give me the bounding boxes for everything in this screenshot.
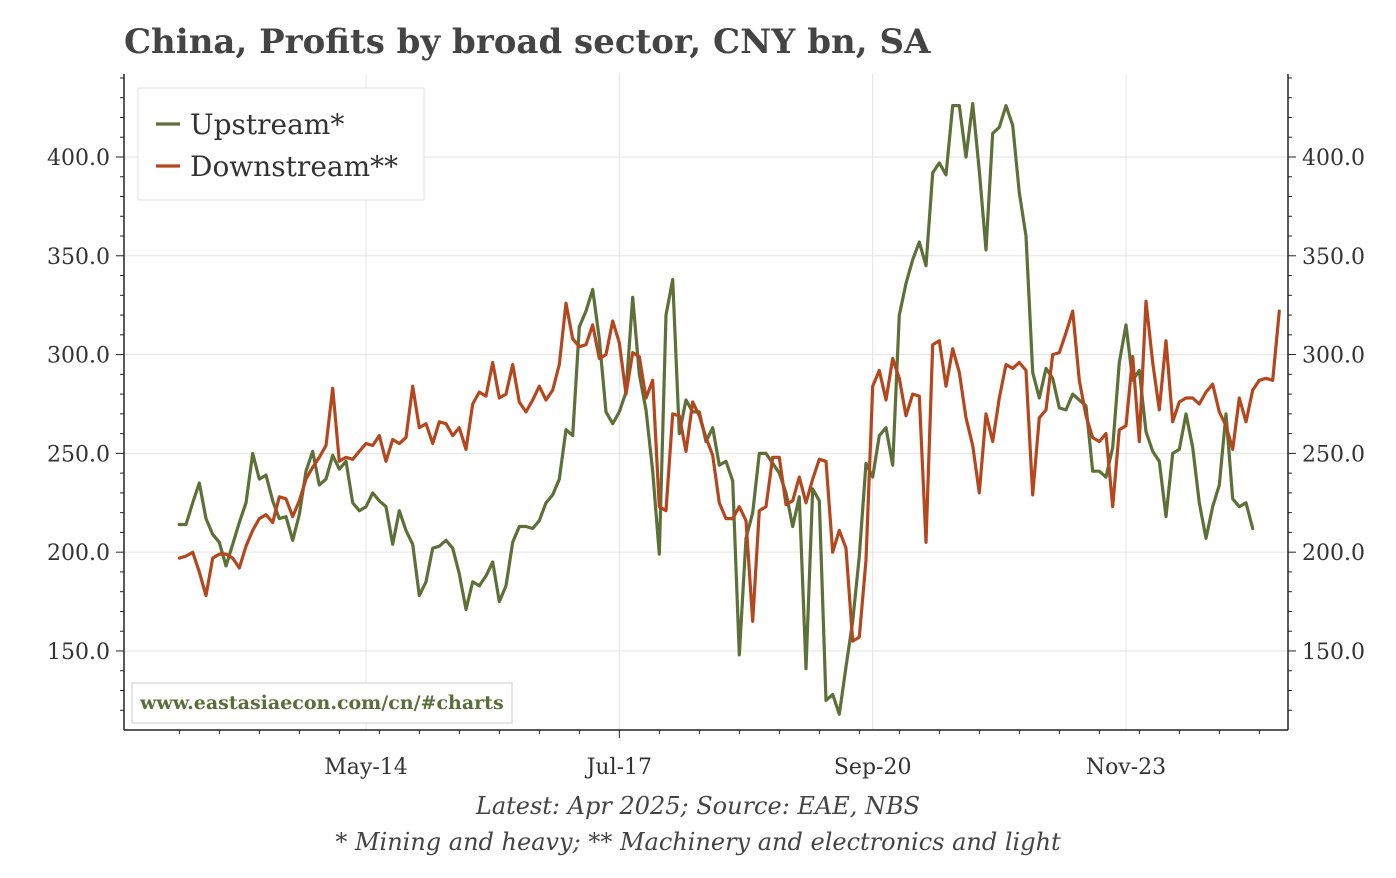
- watermark-box: www.eastasiaecon.com/cn/#charts: [131, 682, 513, 724]
- legend-label-downstream: Downstream**: [190, 150, 398, 183]
- legend-box: [137, 87, 425, 201]
- y-tick-label-left: 150.0: [47, 640, 110, 665]
- series-footnote: * Mining and heavy; ** Machinery and ele…: [335, 828, 1061, 856]
- legend-label-upstream: Upstream*: [190, 108, 344, 141]
- x-tick-label: Sep-20: [834, 755, 912, 780]
- series-lines: [177, 101, 1281, 716]
- legend: Upstream* Downstream**: [137, 87, 425, 201]
- y-tick-label-left: 250.0: [47, 442, 110, 467]
- source-note: Latest: Apr 2025; Source: EAE, NBS: [475, 792, 921, 820]
- axes: 150.0 150.0 200.0 200.0 250.0 250.0 300.0 300.0…: [47, 74, 1365, 780]
- y-tick-label-left: 200.0: [47, 541, 110, 566]
- x-tick-label: May-14: [324, 755, 408, 780]
- y-tick-label-right: 300.0: [1302, 344, 1365, 369]
- downstream-line: [177, 299, 1281, 643]
- y-tick-label-right: 400.0: [1302, 146, 1365, 171]
- y-tick-label-left: 400.0: [47, 146, 110, 171]
- y-tick-label-left: 350.0: [47, 245, 110, 270]
- grid: [124, 74, 1288, 730]
- watermark-text: www.eastasiaecon.com/cn/#charts: [139, 692, 504, 714]
- x-tick-label: Jul-17: [585, 755, 652, 780]
- chart-title: China, Profits by broad sector, CNY bn, …: [124, 22, 931, 62]
- y-tick-label-right: 150.0: [1302, 640, 1365, 665]
- y-tick-label-right: 200.0: [1302, 541, 1365, 566]
- x-tick-label: Nov-23: [1086, 755, 1166, 780]
- y-tick-label-right: 350.0: [1302, 245, 1365, 270]
- y-tick-label-left: 300.0: [47, 344, 110, 369]
- upstream-line: [177, 101, 1255, 716]
- y-tick-label-right: 250.0: [1302, 442, 1365, 467]
